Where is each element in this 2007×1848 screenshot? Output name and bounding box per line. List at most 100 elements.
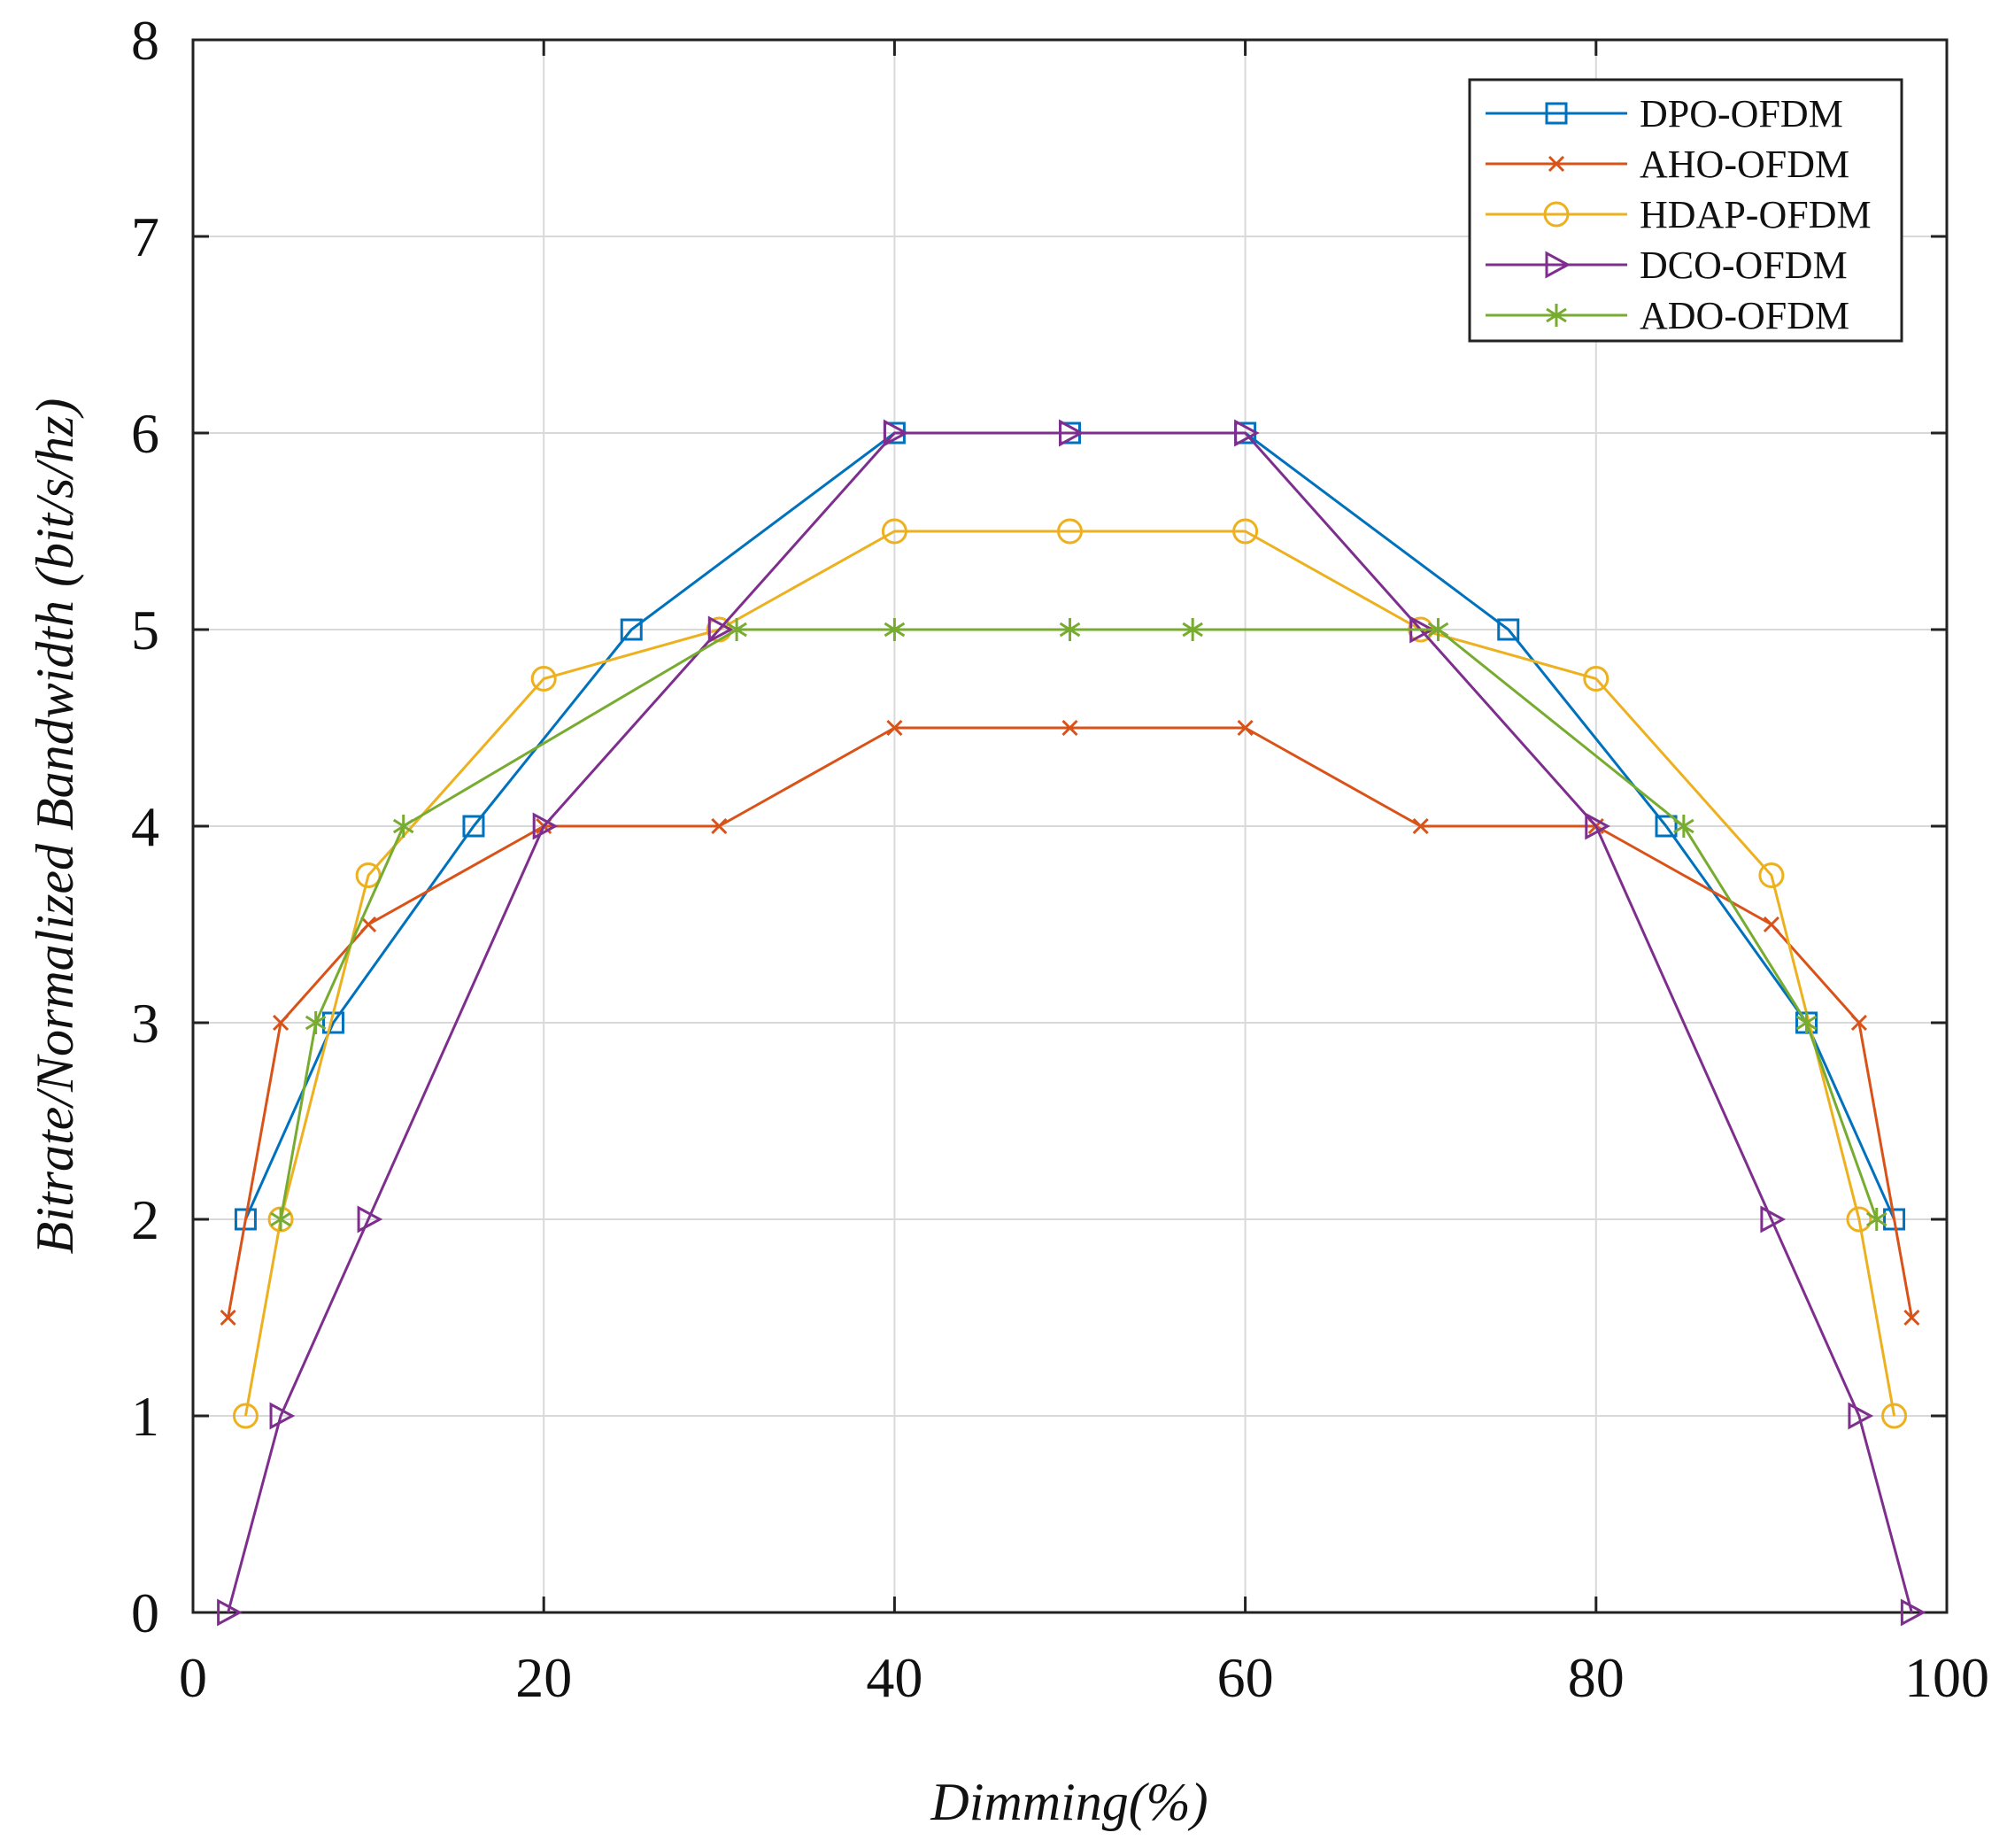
data-point-hdap-ofdm xyxy=(1583,666,1609,692)
legend-item-aho-ofdm: AHO-OFDM xyxy=(1486,143,1849,186)
data-point-aho-ofdm xyxy=(1763,916,1779,933)
legend-marker-dpo-ofdm xyxy=(1545,102,1568,125)
marker-stroke xyxy=(1546,307,1567,323)
x-tick-label: 0 xyxy=(179,1646,207,1709)
data-point-dco-ofdm xyxy=(1059,419,1085,447)
series-line-dco-ofdm xyxy=(227,431,1913,1613)
data-point-ado-ofdm xyxy=(392,815,414,838)
y-tick-label: 7 xyxy=(131,205,159,268)
marker-stroke xyxy=(1182,622,1203,638)
data-point-aho-ofdm xyxy=(272,1014,289,1032)
legend: DPO-OFDM AHO-OFDM HDAP-OFDM DCO-OFDM ADO-OFD… xyxy=(1468,78,1903,343)
data-point-dco-ofdm xyxy=(707,615,734,644)
legend-label-aho-ofdm: AHO-OFDM xyxy=(1640,143,1849,186)
legend-item-hdap-ofdm: HDAP-OFDM xyxy=(1486,193,1872,236)
data-point-aho-ofdm xyxy=(1412,817,1429,835)
marker-stroke xyxy=(1061,719,1078,737)
x-axis-title: Dimming(%) xyxy=(930,1773,1208,1831)
marker-stroke xyxy=(1673,818,1694,834)
data-point-ado-ofdm xyxy=(726,618,747,641)
marker-stroke xyxy=(392,818,414,834)
x-tick-label: 100 xyxy=(1904,1646,1989,1709)
data-point-ado-ofdm xyxy=(1795,1011,1818,1034)
y-tick-label: 0 xyxy=(131,1581,159,1644)
marker-stroke xyxy=(1903,1309,1920,1326)
series-line-hdap-ofdm xyxy=(243,530,1896,1417)
marker-stroke xyxy=(884,622,906,638)
marker-stroke xyxy=(360,916,377,933)
data-point-dco-ofdm xyxy=(357,1205,383,1233)
marker-stroke xyxy=(1865,1211,1887,1227)
data-point-ado-ofdm xyxy=(884,618,906,641)
legend-label-dpo-ofdm: DPO-OFDM xyxy=(1640,92,1843,135)
legend-item-ado-ofdm: ADO-OFDM xyxy=(1486,294,1849,337)
legend-marker-hdap-ofdm xyxy=(1543,201,1570,228)
data-point-dco-ofdm xyxy=(532,812,559,840)
data-point-dco-ofdm xyxy=(1848,1402,1874,1430)
marker-stroke xyxy=(1237,719,1254,737)
marker-stroke xyxy=(1795,1015,1818,1031)
series-line-ado-ofdm xyxy=(279,628,1879,1220)
marker-stroke xyxy=(1059,622,1081,638)
data-point-aho-ofdm xyxy=(886,719,903,737)
marker-stroke xyxy=(305,1015,327,1031)
series-ado-ofdm xyxy=(270,618,1887,1231)
data-point-hdap-ofdm xyxy=(232,1403,259,1429)
data-point-dpo-ofdm xyxy=(462,815,485,838)
y-axis-title: Bitrate/Normalized Bandwidth (bit/s/hz) xyxy=(26,398,84,1255)
y-tick-label: 8 xyxy=(131,9,159,72)
legend-item-dco-ofdm: DCO-OFDM xyxy=(1486,244,1848,287)
data-point-hdap-ofdm xyxy=(355,862,382,888)
data-point-aho-ofdm xyxy=(220,1309,236,1326)
y-axis-ticks: 0 1 2 3 4 5 6 7 8 xyxy=(131,9,1947,1644)
data-point-dpo-ofdm xyxy=(1883,1208,1906,1231)
data-point-dpo-ofdm xyxy=(620,618,643,641)
marker-stroke xyxy=(1427,622,1449,638)
marker-stroke xyxy=(726,622,747,638)
legend-label-hdap-ofdm: HDAP-OFDM xyxy=(1640,193,1872,236)
data-point-dco-ofdm xyxy=(217,1598,243,1627)
data-point-dco-ofdm xyxy=(1900,1598,1926,1627)
marker-stroke xyxy=(711,817,728,835)
data-point-dpo-ofdm xyxy=(1655,815,1678,838)
data-point-hdap-ofdm xyxy=(1758,862,1785,888)
legend-item-dpo-ofdm: DPO-OFDM xyxy=(1486,92,1843,135)
x-tick-label: 20 xyxy=(515,1646,572,1709)
x-axis-ticks: 0 20 40 60 80 100 xyxy=(179,40,1989,1709)
data-point-aho-ofdm xyxy=(1237,719,1254,737)
marker-stroke xyxy=(1850,1014,1868,1032)
marker-stroke xyxy=(270,1211,291,1227)
marker-stroke xyxy=(272,1014,289,1032)
data-point-dco-ofdm xyxy=(883,419,909,447)
legend-marker-aho-ofdm xyxy=(1548,155,1565,173)
data-point-hdap-ofdm xyxy=(530,666,557,692)
legend-marker-ado-ofdm xyxy=(1546,304,1567,327)
data-point-hdap-ofdm xyxy=(1232,518,1259,545)
data-point-ado-ofdm xyxy=(270,1208,291,1231)
data-point-dco-ofdm xyxy=(269,1402,296,1430)
legend-label-ado-ofdm: ADO-OFDM xyxy=(1640,294,1849,337)
data-point-dco-ofdm xyxy=(1234,419,1260,447)
y-tick-label: 1 xyxy=(131,1385,159,1448)
marker-stroke xyxy=(886,719,903,737)
series-layer xyxy=(217,419,1926,1627)
data-point-hdap-ofdm xyxy=(1881,1403,1908,1429)
data-point-aho-ofdm xyxy=(1903,1309,1920,1326)
data-point-dco-ofdm xyxy=(1585,812,1610,840)
data-point-ado-ofdm xyxy=(1673,815,1694,838)
data-point-ado-ofdm xyxy=(1865,1208,1887,1231)
data-point-hdap-ofdm xyxy=(1846,1206,1872,1233)
data-point-dco-ofdm xyxy=(1760,1205,1787,1233)
y-tick-label: 2 xyxy=(131,1188,159,1251)
marker-stroke xyxy=(1548,155,1565,173)
y-tick-label: 5 xyxy=(131,599,159,661)
data-point-ado-ofdm xyxy=(305,1011,327,1034)
data-point-aho-ofdm xyxy=(1850,1014,1868,1032)
data-point-aho-ofdm xyxy=(711,817,728,835)
y-tick-label: 4 xyxy=(131,795,159,858)
marker-stroke xyxy=(1763,916,1779,933)
data-point-ado-ofdm xyxy=(1427,618,1449,641)
data-point-ado-ofdm xyxy=(1182,618,1203,641)
x-tick-label: 60 xyxy=(1217,1646,1274,1709)
